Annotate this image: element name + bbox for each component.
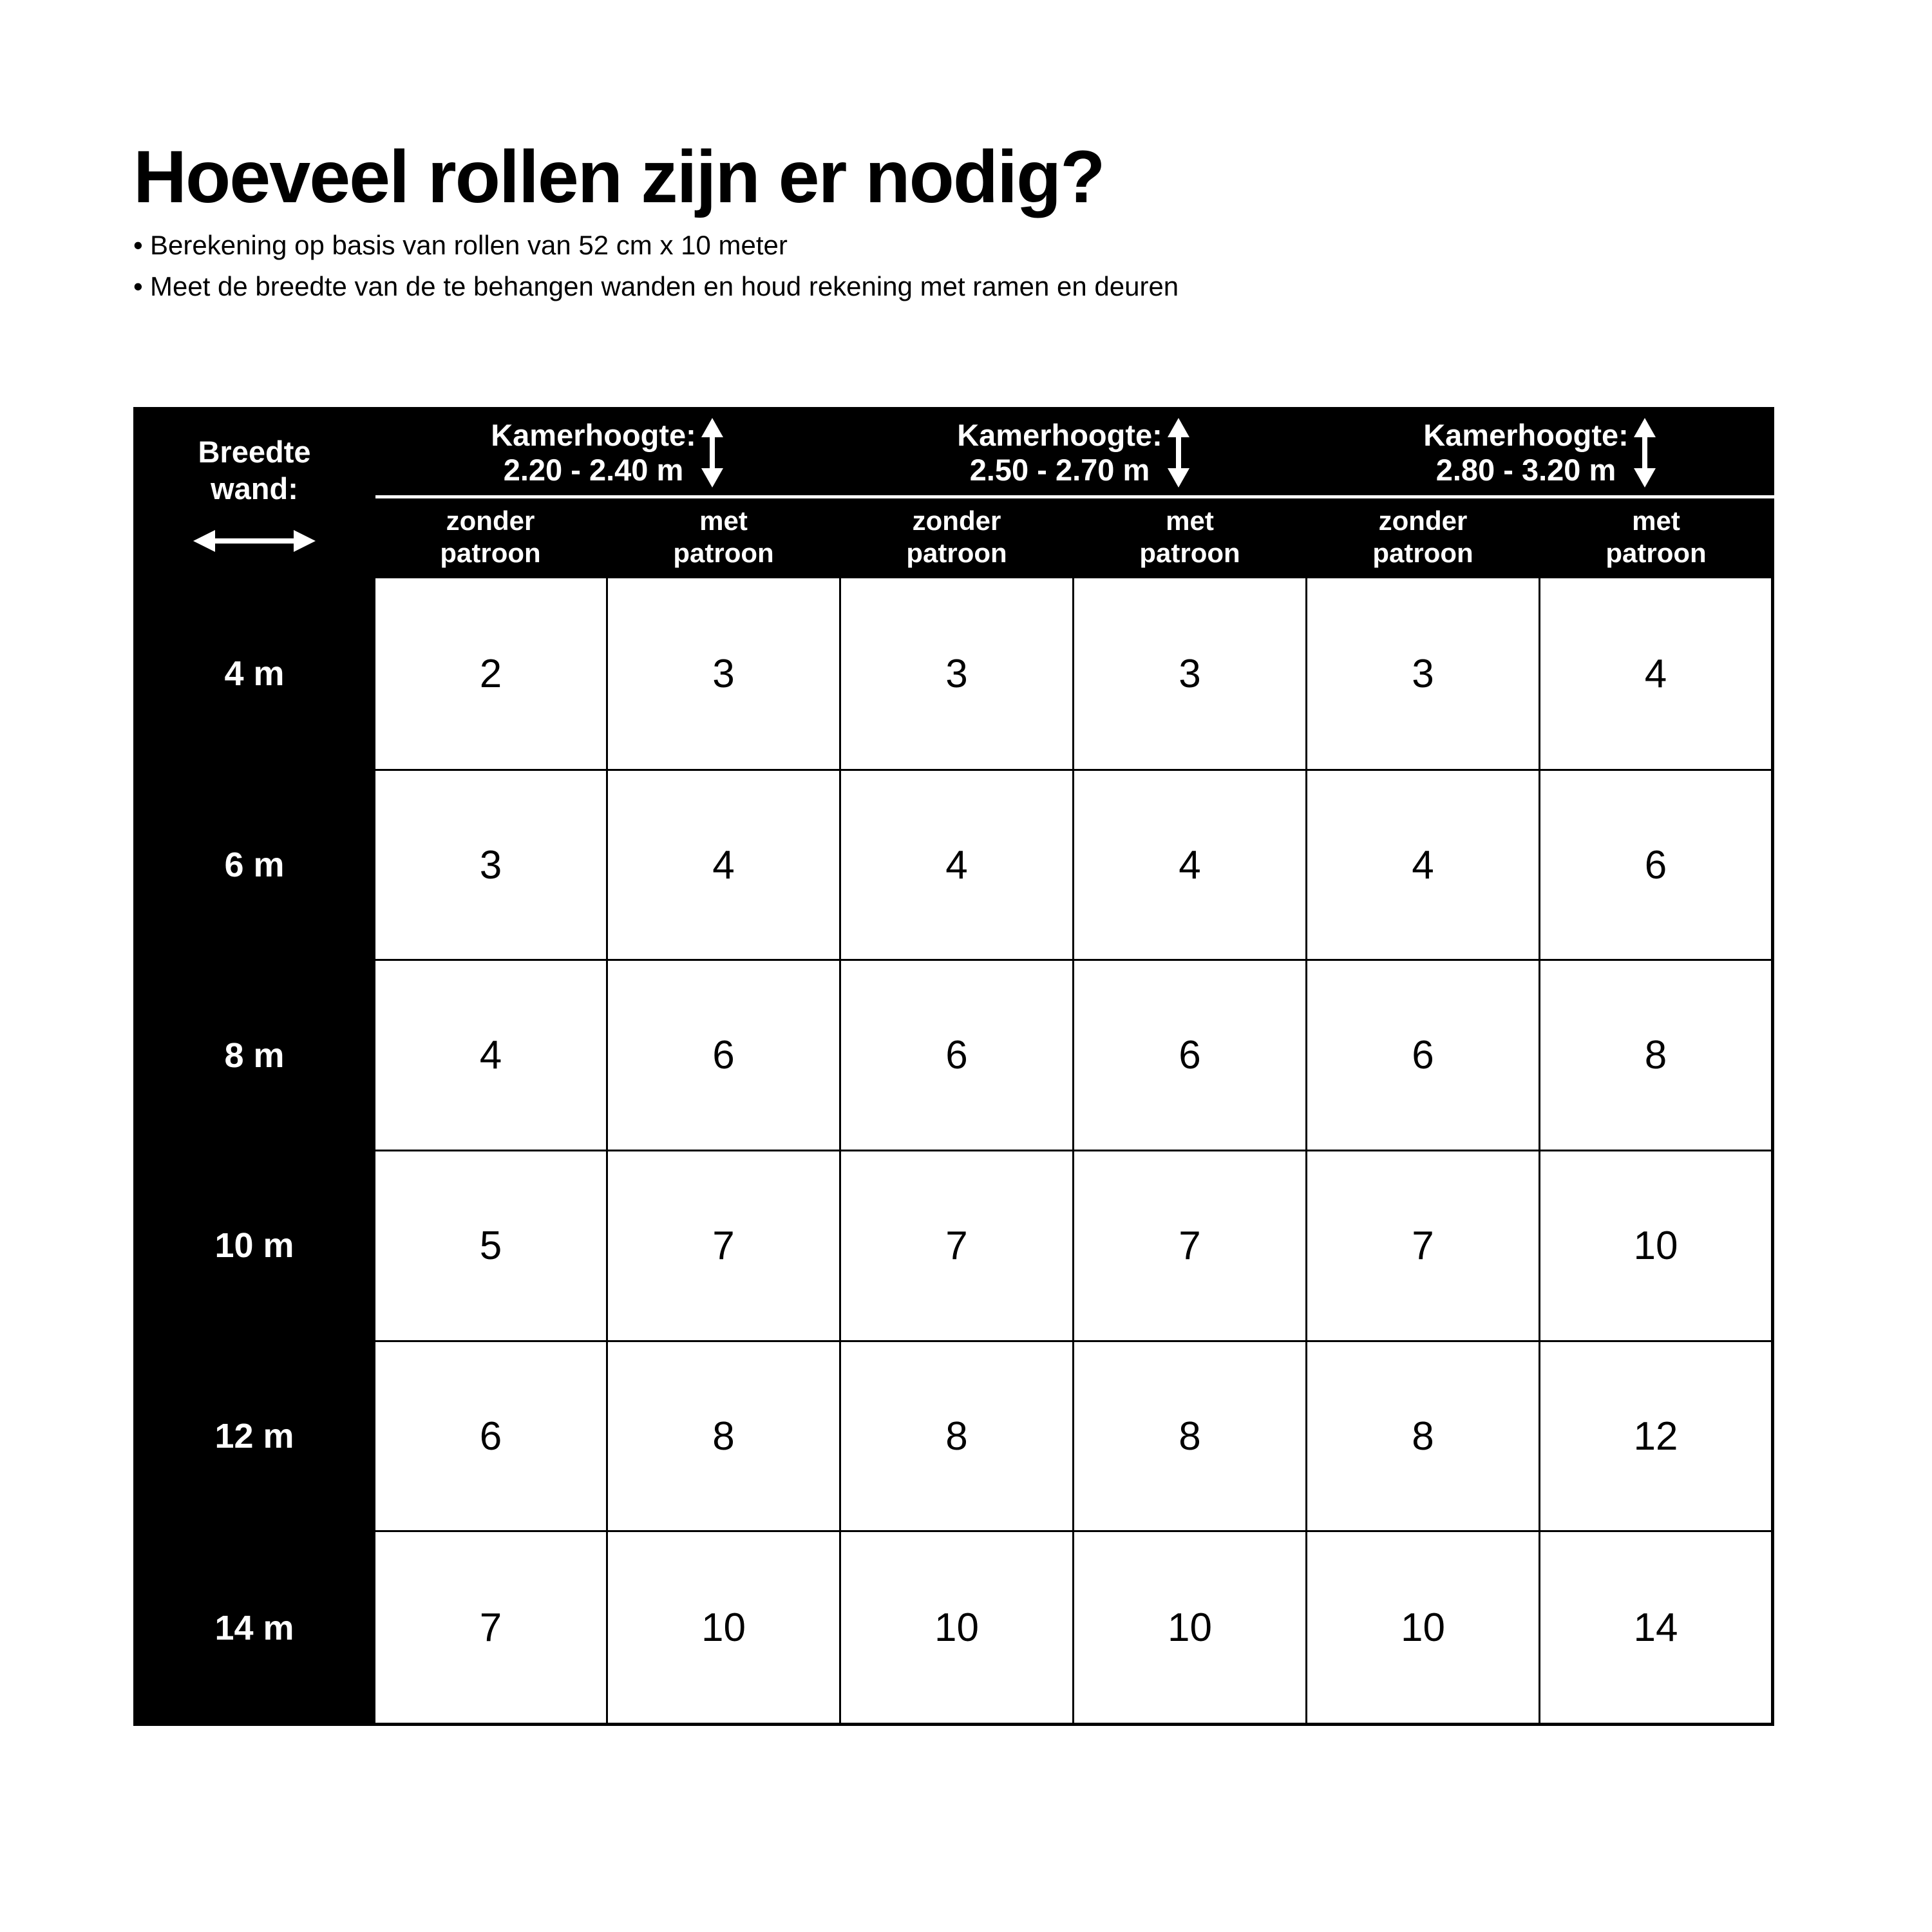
cell-r3-c5: 10 bbox=[1539, 1150, 1774, 1342]
row-label-3: 10 m bbox=[133, 1149, 375, 1343]
table-head: Breedte wand: bbox=[133, 406, 1774, 579]
subheader-line1: met bbox=[1166, 506, 1214, 536]
cell-r0-c1: 3 bbox=[606, 575, 841, 771]
subheader-g1-zonder: zonder patroon bbox=[372, 495, 609, 579]
subheader-g2-met: met patroon bbox=[1072, 495, 1308, 579]
vertical-double-arrow-icon bbox=[701, 418, 723, 488]
cell-r1-c2: 4 bbox=[839, 768, 1074, 961]
row-label-0: 4 m bbox=[133, 575, 375, 772]
header-group-1: Kamerhoogte: 2.20 - 2.40 m bbox=[372, 406, 842, 499]
cell-r5-c2: 10 bbox=[839, 1530, 1074, 1726]
cell-r1-c4: 4 bbox=[1305, 768, 1540, 961]
header-group-row: Breedte wand: bbox=[133, 406, 1774, 579]
table-row: 12 m 6 8 8 8 8 12 bbox=[133, 1339, 1774, 1533]
cell-r1-c3: 4 bbox=[1072, 768, 1307, 961]
cell-r5-c4: 10 bbox=[1305, 1530, 1540, 1726]
row-label-4: 12 m bbox=[133, 1339, 375, 1533]
row-label-2: 8 m bbox=[133, 958, 375, 1153]
cell-r3-c1: 7 bbox=[606, 1150, 841, 1342]
row-label-1: 6 m bbox=[133, 768, 375, 962]
cell-r3-c4: 7 bbox=[1305, 1150, 1540, 1342]
row-label-5: 14 m bbox=[133, 1530, 375, 1726]
subheader-line2: patroon bbox=[1605, 537, 1707, 568]
cell-r5-c0: 7 bbox=[372, 1530, 608, 1726]
cell-r0-c4: 3 bbox=[1305, 575, 1540, 771]
horizontal-double-arrow-icon bbox=[193, 530, 316, 553]
note-text: Berekening op basis van rollen van 52 cm… bbox=[150, 230, 788, 260]
note-text: Meet de breedte van de te behangen wande… bbox=[150, 271, 1179, 301]
cell-r2-c3: 6 bbox=[1072, 959, 1307, 1152]
subheader-g3-zonder: zonder patroon bbox=[1305, 495, 1541, 579]
subheader-line1: zonder bbox=[446, 506, 535, 536]
cell-r0-c0: 2 bbox=[372, 575, 608, 771]
cell-r0-c2: 3 bbox=[839, 575, 1074, 771]
subheader-line2: patroon bbox=[1372, 537, 1473, 568]
subheader-line1: met bbox=[699, 506, 748, 536]
list-item: • Meet de breedte van de te behangen wan… bbox=[133, 273, 1782, 300]
table-row: 10 m 5 7 7 7 7 10 bbox=[133, 1149, 1774, 1343]
cell-r4-c3: 8 bbox=[1072, 1340, 1307, 1533]
cell-r5-c3: 10 bbox=[1072, 1530, 1307, 1726]
table-row: 6 m 3 4 4 4 4 6 bbox=[133, 768, 1774, 962]
rolls-table-wrapper: Breedte wand: bbox=[133, 406, 1774, 1726]
cell-r3-c3: 7 bbox=[1072, 1150, 1307, 1342]
group-3-range: 2.80 - 3.20 m bbox=[1435, 453, 1616, 488]
cell-r2-c5: 8 bbox=[1539, 959, 1774, 1152]
cell-r0-c3: 3 bbox=[1072, 575, 1307, 771]
subheader-line2: patroon bbox=[440, 537, 541, 568]
rolls-table: Breedte wand: bbox=[133, 406, 1774, 1726]
notes-list: • Berekening op basis van rollen van 52 … bbox=[133, 232, 1782, 314]
subheader-line1: zonder bbox=[912, 506, 1001, 536]
corner-label-line1: Breedte bbox=[198, 434, 311, 469]
cell-r2-c1: 6 bbox=[606, 959, 841, 1152]
cell-r4-c0: 6 bbox=[372, 1340, 608, 1533]
table-body: 4 m 2 3 3 3 3 4 6 m 3 4 4 4 4 6 bbox=[133, 575, 1774, 1726]
subheader-g3-met: met patroon bbox=[1538, 495, 1774, 579]
bullet-dot-icon: • bbox=[133, 230, 143, 260]
group-1-label: Kamerhoogte: bbox=[491, 418, 696, 452]
cell-r4-c2: 8 bbox=[839, 1340, 1074, 1533]
cell-r1-c1: 4 bbox=[606, 768, 841, 961]
subheader-line2: patroon bbox=[673, 537, 774, 568]
table-row: 8 m 4 6 6 6 6 8 bbox=[133, 958, 1774, 1153]
subheader-g2-zonder: zonder patroon bbox=[838, 495, 1075, 579]
cell-r2-c2: 6 bbox=[839, 959, 1074, 1152]
page-title: Hoeveel rollen zijn er nodig? bbox=[133, 136, 1106, 219]
row-header-corner: Breedte wand: bbox=[133, 406, 375, 579]
cell-r5-c5: 14 bbox=[1539, 1530, 1774, 1726]
cell-r4-c1: 8 bbox=[606, 1340, 841, 1533]
cell-r2-c0: 4 bbox=[372, 959, 608, 1152]
subheader-line1: met bbox=[1632, 506, 1680, 536]
subheader-line2: patroon bbox=[906, 537, 1007, 568]
cell-r0-c5: 4 bbox=[1539, 575, 1774, 771]
subheader-g1-met: met patroon bbox=[605, 495, 842, 579]
subheader-line2: patroon bbox=[1139, 537, 1240, 568]
header-group-2: Kamerhoogte: 2.50 - 2.70 m bbox=[838, 406, 1308, 499]
group-3-label: Kamerhoogte: bbox=[1423, 418, 1629, 452]
cell-r3-c2: 7 bbox=[839, 1150, 1074, 1342]
list-item: • Berekening op basis van rollen van 52 … bbox=[133, 232, 1782, 259]
cell-r4-c5: 12 bbox=[1539, 1340, 1774, 1533]
cell-r1-c5: 6 bbox=[1539, 768, 1774, 961]
cell-r4-c4: 8 bbox=[1305, 1340, 1540, 1533]
cell-r5-c1: 10 bbox=[606, 1530, 841, 1726]
vertical-double-arrow-icon bbox=[1167, 418, 1189, 488]
cell-r2-c4: 6 bbox=[1305, 959, 1540, 1152]
bullet-dot-icon: • bbox=[133, 271, 143, 301]
group-2-range: 2.50 - 2.70 m bbox=[969, 453, 1150, 488]
vertical-double-arrow-icon bbox=[1633, 418, 1656, 488]
group-1-range: 2.20 - 2.40 m bbox=[503, 453, 684, 488]
corner-label-line2: wand: bbox=[211, 471, 298, 506]
header-subcolumn-row: zonder patroon met patroon zonder patroo… bbox=[135, 495, 1774, 579]
header-group-3: Kamerhoogte: 2.80 - 3.20 m bbox=[1305, 406, 1774, 499]
cell-r3-c0: 5 bbox=[372, 1150, 608, 1342]
cell-r1-c0: 3 bbox=[372, 768, 608, 961]
table-row: 4 m 2 3 3 3 3 4 bbox=[133, 575, 1774, 772]
table-row: 14 m 7 10 10 10 10 14 bbox=[133, 1530, 1774, 1726]
group-2-label: Kamerhoogte: bbox=[957, 418, 1162, 452]
subheader-line1: zonder bbox=[1378, 506, 1468, 536]
